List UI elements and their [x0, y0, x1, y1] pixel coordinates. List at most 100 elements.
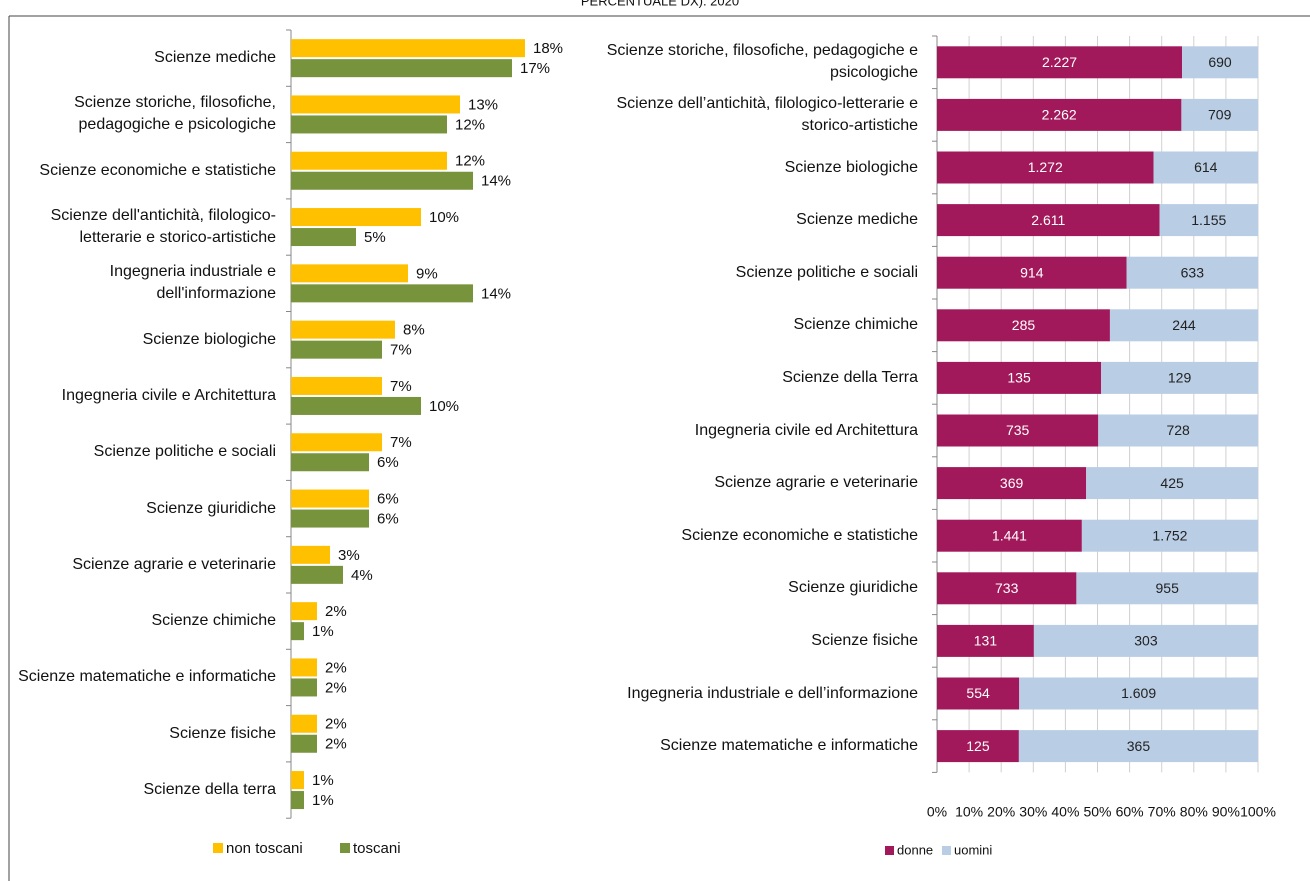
- value-label: 7%: [390, 434, 412, 451]
- value-label: 735: [1006, 422, 1030, 438]
- bar: [291, 714, 317, 733]
- category-label: Ingegneria industriale e dell’informazio…: [627, 684, 918, 702]
- x-tick-label: 30%: [1019, 804, 1047, 820]
- bar-segment: [1076, 572, 1258, 605]
- value-label: 733: [995, 580, 1019, 596]
- value-label: 1.752: [1152, 527, 1187, 543]
- x-tick-label: 40%: [1051, 804, 1079, 820]
- category-label: Scienze chimiche: [151, 612, 277, 630]
- category-label: Ingegneria civile e Architettura: [61, 386, 276, 404]
- category-label: Scienze fisiche: [811, 631, 918, 649]
- value-label: 131: [974, 633, 998, 649]
- value-label: 7%: [390, 342, 412, 359]
- bar: [291, 658, 317, 677]
- bar: [291, 59, 512, 78]
- value-label: 244: [1172, 317, 1196, 333]
- bar-segment: [1018, 730, 1258, 763]
- value-label: 2.227: [1042, 54, 1077, 70]
- value-label: 12%: [455, 153, 485, 170]
- x-tick-label: 100%: [1240, 804, 1276, 820]
- value-label: 1.609: [1121, 685, 1156, 701]
- bar-segment: [1126, 256, 1258, 289]
- bar: [291, 791, 304, 810]
- bar-segment: [937, 98, 1182, 131]
- category-label: Scienze storiche, filosofiche, pedagogic…: [606, 42, 918, 82]
- page-title: PERCENTUALE DX). 2020: [581, 0, 739, 8]
- x-tick-label: 80%: [1180, 804, 1208, 820]
- x-tick-label: 70%: [1148, 804, 1176, 820]
- bar: [291, 433, 382, 452]
- value-label: 285: [1012, 317, 1036, 333]
- category-label: Scienze agrarie e veterinarie: [72, 555, 276, 573]
- x-tick-label: 90%: [1212, 804, 1240, 820]
- category-label: Scienze mediche: [154, 49, 276, 67]
- value-label: 12%: [455, 116, 485, 133]
- bar-segment: [1181, 98, 1258, 131]
- value-label: 709: [1208, 107, 1232, 123]
- x-tick-label: 0%: [927, 804, 947, 820]
- value-label: 2%: [325, 603, 347, 620]
- legend-swatch: [942, 846, 951, 855]
- value-label: 614: [1194, 159, 1218, 175]
- bar-segment: [937, 256, 1127, 289]
- bar-segment: [937, 46, 1183, 79]
- category-label: Scienze agrarie e veterinarie: [714, 474, 918, 492]
- bar: [291, 622, 304, 641]
- bar-segment: [937, 467, 1087, 500]
- category-label: Scienze chimiche: [793, 316, 919, 334]
- bar-segment: [1101, 361, 1258, 394]
- value-label: 6%: [377, 511, 399, 528]
- value-label: 135: [1007, 370, 1031, 386]
- bar: [291, 678, 317, 697]
- value-label: 13%: [468, 96, 498, 113]
- value-label: 7%: [390, 378, 412, 395]
- value-label: 2.262: [1042, 107, 1077, 123]
- value-label: 369: [1000, 475, 1024, 491]
- category-label: Scienze dell’antichità, filologico-lette…: [616, 94, 919, 134]
- value-label: 18%: [533, 40, 563, 57]
- value-label: 125: [966, 738, 990, 754]
- category-label: Scienze dell'antichità, filologico-lette…: [50, 207, 276, 247]
- bar-segment: [1019, 677, 1258, 710]
- bar: [291, 509, 369, 528]
- x-tick-label: 50%: [1083, 804, 1111, 820]
- value-label: 554: [966, 685, 990, 701]
- bar: [291, 340, 382, 359]
- x-tick-label: 60%: [1116, 804, 1144, 820]
- legend-label: toscani: [353, 840, 401, 857]
- category-label: Scienze economiche e statistiche: [681, 526, 918, 544]
- value-label: 1%: [312, 772, 334, 789]
- bar-segment: [1081, 519, 1258, 552]
- bar: [291, 284, 473, 303]
- value-label: 2%: [325, 716, 347, 733]
- legend-swatch: [213, 843, 223, 853]
- value-label: 2.611: [1031, 212, 1065, 228]
- bar: [291, 95, 460, 114]
- value-label: 10%: [429, 209, 459, 226]
- value-label: 10%: [429, 398, 459, 415]
- value-label: 2%: [325, 679, 347, 696]
- bar: [291, 228, 356, 247]
- bar: [291, 320, 395, 339]
- value-label: 303: [1134, 633, 1158, 649]
- bar: [291, 208, 421, 227]
- value-label: 14%: [481, 285, 511, 302]
- value-label: 9%: [416, 265, 438, 282]
- bar: [291, 151, 447, 170]
- value-label: 1.272: [1028, 159, 1063, 175]
- x-tick-label: 20%: [987, 804, 1015, 820]
- category-label: Scienze matematiche e informatiche: [18, 668, 276, 686]
- bar: [291, 171, 473, 190]
- bar-segment: [937, 361, 1102, 394]
- bar: [291, 396, 421, 415]
- category-label: Scienze matematiche e informatiche: [660, 737, 918, 755]
- category-label: Scienze storiche, filosofiche, pedagogic…: [74, 94, 276, 134]
- legend-label: donne: [897, 842, 933, 857]
- category-label: Scienze giuridiche: [788, 579, 918, 597]
- bar-segment: [937, 677, 1020, 710]
- value-label: 5%: [364, 229, 386, 246]
- value-label: 17%: [520, 60, 550, 77]
- category-label: Scienze politiche e sociali: [735, 263, 918, 281]
- value-label: 1%: [312, 792, 334, 809]
